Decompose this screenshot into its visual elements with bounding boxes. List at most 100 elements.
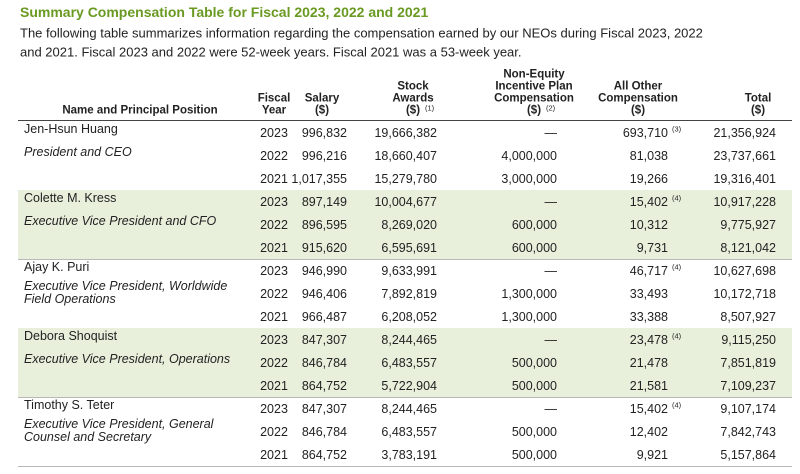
cell-stock: 8,244,465 [381, 332, 437, 347]
cell-total: 21,356,924 [713, 125, 776, 140]
cell-total: 23,737,661 [713, 148, 776, 163]
cell-other: 693,710 [622, 125, 668, 140]
cell-non-equity: 500,000 [511, 424, 557, 439]
cell-stock: 5,722,904 [381, 378, 437, 393]
cell-total: 7,109,237 [720, 378, 776, 393]
cell-year: 2022 [260, 355, 288, 370]
cell-non-equity: 500,000 [511, 378, 557, 393]
executive-name: Ajay K. Puri [24, 259, 90, 274]
header-cell: Name and Principal Position [62, 104, 218, 117]
header-cell: Non-Equity [503, 68, 565, 81]
footnote-ref: (4) [672, 400, 682, 410]
cell-stock: 18,660,407 [374, 148, 437, 163]
cell-other: 23,478 [629, 332, 668, 347]
cell-total: 5,157,864 [720, 447, 776, 462]
cell-non-equity: 4,000,000 [501, 148, 557, 163]
cell-salary: 896,595 [301, 217, 347, 232]
executive-title: Executive Vice President and CFO [24, 213, 217, 228]
cell-total: 9,115,250 [721, 332, 776, 347]
cell-other: 33,493 [629, 286, 668, 301]
row-rule [18, 466, 792, 467]
cell-salary: 847,307 [301, 401, 347, 416]
intro-line: and 2021. Fiscal 2023 and 2022 were 52-w… [20, 44, 522, 60]
header-cell: Salary [304, 92, 340, 105]
cell-year: 2021 [260, 309, 288, 324]
cell-stock: 10,004,677 [374, 194, 437, 209]
cell-salary: 846,784 [301, 355, 347, 370]
cell-total: 9,775,927 [720, 217, 776, 232]
cell-other: 12,402 [629, 424, 668, 439]
cell-year: 2023 [260, 194, 288, 209]
cell-stock: 7,892,819 [381, 286, 437, 301]
cell-year: 2023 [260, 332, 288, 347]
cell-year: 2021 [260, 378, 288, 393]
cell-year: 2022 [260, 286, 288, 301]
footnote-ref: (4) [672, 331, 682, 341]
cell-non-equity: 1,300,000 [501, 309, 557, 324]
cell-stock: 19,666,382 [374, 125, 437, 140]
cell-non-equity: — [544, 401, 558, 416]
title: Summary Compensation Table for Fiscal 20… [20, 4, 429, 20]
executive-title: Executive Vice President, General [24, 416, 214, 431]
cell-salary: 966,487 [301, 309, 347, 324]
cell-salary: 897,149 [301, 194, 347, 209]
executive-title: Counsel and Secretary [24, 429, 152, 444]
executive-title: President and CEO [24, 144, 132, 159]
header-cell: Fiscal [257, 92, 291, 105]
footnote-ref: (4) [672, 193, 682, 203]
header-cell: Year [261, 104, 287, 117]
cell-non-equity: 500,000 [511, 355, 557, 370]
cell-total: 7,842,743 [720, 424, 776, 439]
cell-salary: 864,752 [301, 378, 347, 393]
cell-non-equity: — [544, 125, 558, 140]
footnote-ref: (1) [425, 103, 435, 113]
header-cell: Stock [397, 80, 429, 93]
row-rule [18, 397, 792, 398]
cell-total: 10,172,718 [713, 286, 776, 301]
cell-other: 19,266 [629, 171, 668, 186]
executive-name: Colette M. Kress [24, 190, 117, 205]
cell-non-equity: — [544, 194, 558, 209]
header-cell: Compensation [494, 92, 574, 105]
executive-name: Jen-Hsun Huang [24, 121, 118, 136]
executive-name: Debora Shoquist [24, 328, 118, 343]
header-rule [18, 120, 792, 121]
row-rule [18, 259, 792, 260]
header-cell: ($) [526, 104, 542, 117]
intro-line: The following table summarizes informati… [20, 25, 703, 41]
footnote-ref: (3) [672, 124, 682, 134]
cell-non-equity: 600,000 [511, 240, 557, 255]
cell-other: 21,581 [629, 378, 668, 393]
cell-salary: 847,307 [301, 332, 347, 347]
cell-salary: 1,017,355 [291, 171, 347, 186]
cell-non-equity: — [544, 263, 558, 278]
row-shading [18, 328, 792, 397]
header-cell: Total [744, 92, 772, 105]
header-cell: Awards [392, 92, 434, 105]
header-cell: Incentive Plan [495, 80, 573, 93]
cell-year: 2022 [260, 148, 288, 163]
cell-year: 2021 [260, 240, 288, 255]
cell-total: 7,851,819 [720, 355, 776, 370]
cell-stock: 3,783,191 [381, 447, 437, 462]
cell-salary: 846,784 [301, 424, 347, 439]
footnote-ref: (4) [672, 262, 682, 272]
cell-other: 9,921 [636, 447, 668, 462]
header-cell: ($) [750, 104, 766, 117]
cell-other: 81,038 [629, 148, 668, 163]
cell-stock: 8,244,465 [381, 401, 437, 416]
cell-other: 15,402 [629, 401, 668, 416]
cell-year: 2021 [260, 171, 288, 186]
header-cell: ($) [630, 104, 646, 117]
cell-non-equity: 3,000,000 [501, 171, 557, 186]
cell-stock: 6,483,557 [381, 424, 437, 439]
cell-year: 2022 [260, 424, 288, 439]
cell-total: 8,507,927 [720, 309, 776, 324]
cell-year: 2022 [260, 217, 288, 232]
cell-year: 2023 [260, 263, 288, 278]
cell-non-equity: — [544, 332, 558, 347]
cell-total: 19,316,401 [713, 171, 776, 186]
cell-total: 10,917,228 [713, 194, 776, 209]
cell-year: 2023 [260, 125, 288, 140]
cell-salary: 996,832 [301, 125, 347, 140]
